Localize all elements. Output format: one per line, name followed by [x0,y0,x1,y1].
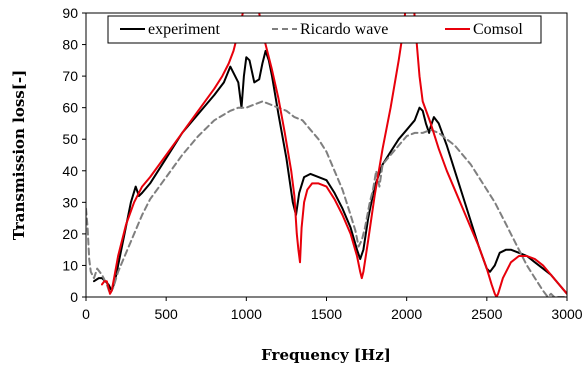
y-tick-label: 70 [62,68,78,84]
y-tick-label: 0 [70,289,78,305]
y-tick-label: 30 [62,194,78,210]
y-tick-label: 40 [62,163,78,179]
plot-frame [85,12,568,298]
series-layer [86,13,567,297]
y-tick-label: 10 [62,257,78,273]
y-tick-label: 80 [62,37,78,53]
legend-label-experiment: experiment [148,21,221,38]
series-line-comsol [101,13,567,297]
x-tick-label: 1500 [311,306,342,322]
y-axis-title: Transmission loss[-] [10,70,28,240]
legend: experiment Ricardo wave Comsol [107,15,542,44]
y-tick-label: 50 [62,131,78,147]
x-tick-label: 3000 [551,306,582,322]
x-tick-label: 500 [154,306,178,322]
x-tick-label: 1000 [231,306,262,322]
y-tick-label: 60 [62,100,78,116]
x-tick-label: 2500 [471,306,502,322]
x-axis-title: Frequency [Hz] [261,346,391,364]
legend-label-ricardo-wave: Ricardo wave [300,21,388,38]
x-tick-label: 0 [82,306,90,322]
x-tick-label: 2000 [391,306,422,322]
series-line-ricardo-wave [86,100,567,297]
y-tick-label: 90 [62,5,78,21]
y-tick-label: 20 [62,226,78,242]
tick-layer: 0 500 1000 1500 2000 2500 3000 0 10 20 30 40 50 60 70 8… [62,5,582,322]
legend-label-comsol: Comsol [473,21,523,38]
series-line-experiment [93,49,567,295]
